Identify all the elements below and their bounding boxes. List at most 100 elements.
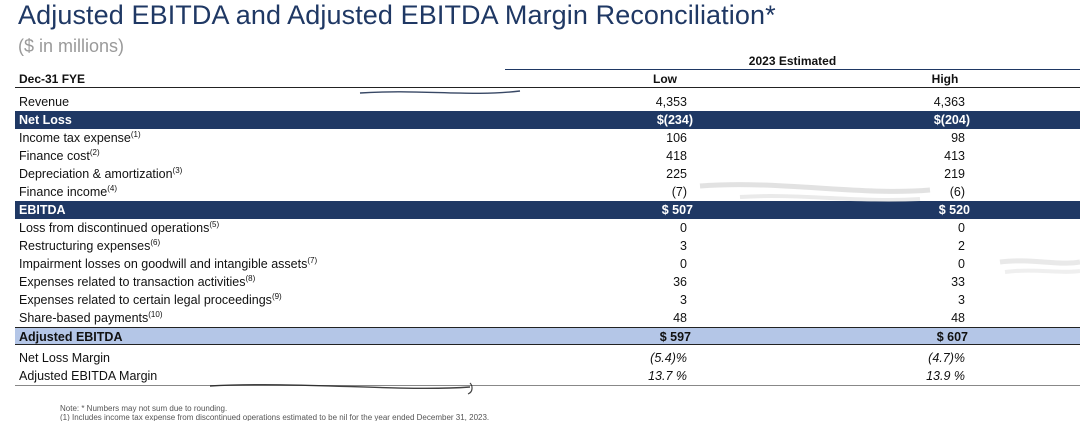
table-body: Revenue 4,353 4,363 Net Loss $(234) $(204) Inc… [15,93,1080,345]
high-value: 3 [958,293,965,307]
low-value: 48 [673,311,687,325]
table-row: Depreciation & amortization(3) 225 219 [15,165,1080,183]
row-label-text: Restructuring expenses [19,239,151,253]
high-value: $ 607 [936,330,968,344]
row-label-text: Depreciation & amortization [19,167,173,181]
footnote-ref: (2) [89,148,100,157]
table-row: Share-based payments(10) 48 48 [15,309,1080,327]
table-row: Revenue 4,353 4,363 [15,93,1080,111]
units-subtitle: ($ in millions) [18,36,125,56]
footnote-ref: (1) [130,130,141,139]
row-label-text: EBITDA [19,203,66,217]
row-label: Adjusted EBITDA Margin [19,367,157,385]
row-label: Expenses related to certain legal procee… [19,291,282,309]
low-value: 418 [666,149,687,163]
row-label: Depreciation & amortization(3) [19,165,182,183]
high-value: 219 [944,167,965,181]
table-row: Impairment losses on goodwill and intang… [15,255,1080,273]
low-value: 0 [680,221,687,235]
footnote-ref: (7) [307,256,318,265]
row-label: Loss from discontinued operations(5) [19,219,219,237]
footnote-ref: (6) [150,238,161,247]
table-row: Finance cost(2) 418 413 [15,147,1080,165]
high-column-header: High [931,72,959,86]
high-value: 4,363 [933,95,965,109]
row-label: EBITDA [19,201,66,219]
low-value: $ 597 [659,330,691,344]
row-label: Revenue [19,93,69,111]
footnote-ref: (4) [107,184,118,193]
row-label-text: Net Loss [19,113,72,127]
high-value: $ 520 [938,203,970,217]
row-label-text: Finance income [19,185,108,199]
low-value: $ 507 [661,203,693,217]
low-value: 0 [680,257,687,271]
low-value: 3 [680,239,687,253]
column-group-header: 2023 Estimated [505,54,1080,70]
low-value: 3 [680,293,687,307]
footnote-ref: (3) [172,166,183,175]
low-value: 36 [673,275,687,289]
table-row: Adjusted EBITDA $ 597 $ 607 [15,327,1080,345]
row-label-text: Net Loss Margin [19,351,111,365]
low-value: $(234) [656,113,693,127]
row-label-text: Income tax expense [19,131,131,145]
high-value: 98 [951,131,965,145]
table-row: Adjusted EBITDA Margin 13.7 % 13.9 % [15,367,1080,385]
low-value: 106 [666,131,687,145]
footnote-ref: (9) [271,292,282,301]
low-value: 225 [666,167,687,181]
footnote-ref: (8) [245,274,256,283]
high-value: 13.9 % [926,369,965,383]
fiscal-year-header: Dec-31 FYE [19,72,86,86]
footnote-1: (1) Includes income tax expense from dis… [60,413,490,421]
footnote-ref: (5) [209,220,220,229]
footnotes: Note: * Numbers may not sum due to round… [60,404,489,421]
low-value: (5.4)% [650,351,687,365]
table-row: Expenses related to transaction activiti… [15,273,1080,291]
row-label: Net Loss [19,111,72,129]
row-label-text: Expenses related to transaction activiti… [19,275,246,289]
row-label: Share-based payments(10) [19,309,162,327]
high-value: 2 [958,239,965,253]
row-label-text: Adjusted EBITDA Margin [19,369,158,383]
table-row: Restructuring expenses(6) 3 2 [15,237,1080,255]
row-label: Finance cost(2) [19,147,100,165]
table-row: Net Loss Margin (5.4)% (4.7)% [15,349,1080,367]
high-value: 48 [951,311,965,325]
table-row: Loss from discontinued operations(5) 0 0 [15,219,1080,237]
row-label: Impairment losses on goodwill and intang… [19,255,317,273]
reconciliation-table: Revenue 4,353 4,363 Net Loss $(234) $(204) Inc… [15,93,1080,386]
row-label-text: Adjusted EBITDA [19,330,123,344]
low-value: 4,353 [655,95,687,109]
footnote-ref: (10) [148,310,163,319]
page-title: Adjusted EBITDA and Adjusted EBITDA Marg… [18,0,776,30]
row-label: Restructuring expenses(6) [19,237,160,255]
row-label: Net Loss Margin [19,349,110,367]
table-row: Finance income(4) (7) (6) [15,183,1080,201]
high-value: 413 [944,149,965,163]
column-header-row: Dec-31 FYE Low High [15,71,1080,88]
row-label: Finance income(4) [19,183,117,201]
low-value: (7) [671,185,687,199]
table-row: Net Loss $(234) $(204) [15,111,1080,129]
low-column-header: Low [653,72,677,86]
low-value: 13.7 % [648,369,687,383]
table-row: Income tax expense(1) 106 98 [15,129,1080,147]
high-value: $(204) [933,113,970,127]
high-value: 0 [958,221,965,235]
row-label-text: Expenses related to certain legal procee… [19,293,272,307]
high-value: 0 [958,257,965,271]
high-value: (4.7)% [928,351,965,365]
row-label-text: Revenue [19,95,70,109]
row-label: Adjusted EBITDA [19,328,122,346]
row-label-text: Finance cost [19,149,90,163]
margins-section: Net Loss Margin (5.4)% (4.7)% Adjusted EBIT… [15,349,1080,386]
row-label-text: Share-based payments [19,311,149,325]
high-value: (6) [949,185,965,199]
high-value: 33 [951,275,965,289]
table-row: Expenses related to certain legal procee… [15,291,1080,309]
row-label-text: Impairment losses on goodwill and intang… [19,257,308,271]
row-label: Income tax expense(1) [19,129,141,147]
table-row: EBITDA $ 507 $ 520 [15,201,1080,219]
